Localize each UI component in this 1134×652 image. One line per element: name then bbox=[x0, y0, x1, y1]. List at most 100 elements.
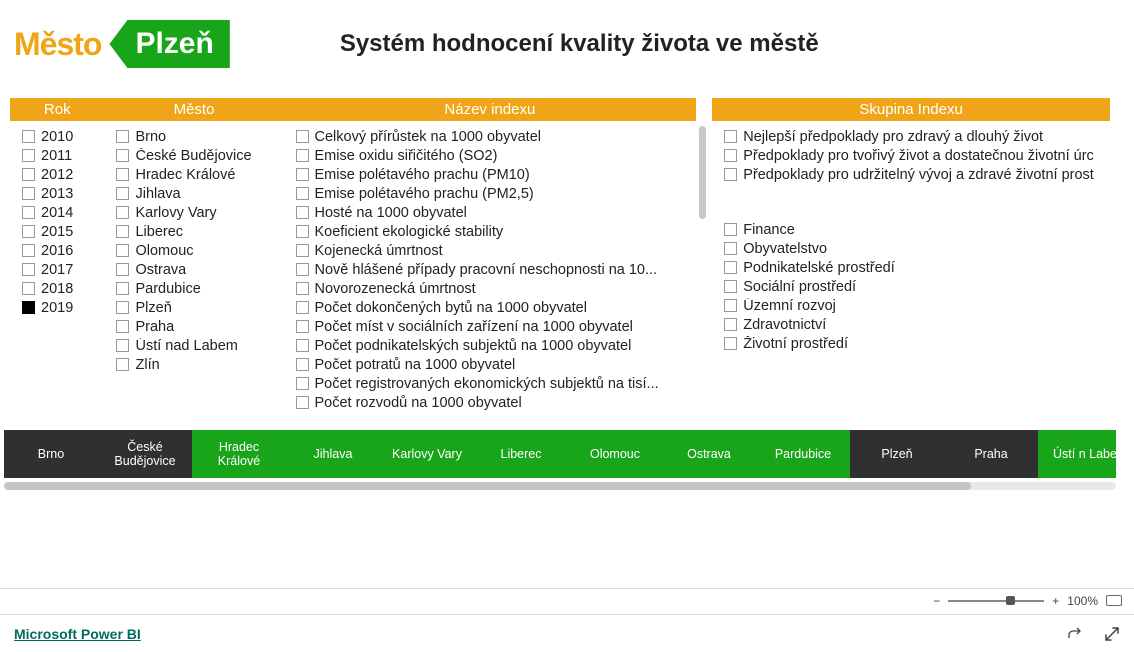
kategorie-item[interactable]: Sociální prostředí bbox=[724, 277, 1110, 296]
checkbox[interactable] bbox=[724, 168, 737, 181]
checkbox[interactable] bbox=[296, 301, 309, 314]
mesto-item[interactable]: Praha bbox=[116, 317, 283, 336]
checkbox[interactable] bbox=[22, 282, 35, 295]
checkbox[interactable] bbox=[724, 337, 737, 350]
nazev-item[interactable]: Počet rozvodů na 1000 obyvatel bbox=[296, 393, 697, 412]
mesto-item[interactable]: Ústí nad Labem bbox=[116, 336, 283, 355]
checkbox[interactable] bbox=[296, 244, 309, 257]
horizontal-scrollbar[interactable] bbox=[4, 482, 1116, 490]
checkbox[interactable] bbox=[724, 318, 737, 331]
checkbox[interactable] bbox=[22, 187, 35, 200]
mesto-item[interactable]: Hradec Králové bbox=[116, 165, 283, 184]
checkbox[interactable] bbox=[724, 223, 737, 236]
checkbox[interactable] bbox=[296, 263, 309, 276]
checkbox[interactable] bbox=[116, 339, 129, 352]
checkbox[interactable] bbox=[22, 149, 35, 162]
checkbox[interactable] bbox=[116, 244, 129, 257]
mesto-item[interactable]: Plzeň bbox=[116, 298, 283, 317]
rok-item[interactable]: 2013 bbox=[22, 184, 104, 203]
fullscreen-icon[interactable] bbox=[1104, 626, 1120, 642]
zoom-slider[interactable] bbox=[948, 600, 1044, 602]
city-tab[interactable]: Liberec bbox=[474, 430, 568, 478]
kategorie-item[interactable]: Územní rozvoj bbox=[724, 296, 1110, 315]
kategorie-item[interactable]: Obyvatelstvo bbox=[724, 239, 1110, 258]
checkbox[interactable] bbox=[22, 130, 35, 143]
nazev-item[interactable]: Počet registrovaných ekonomických subjek… bbox=[296, 374, 697, 393]
zoom-slider-thumb[interactable] bbox=[1006, 596, 1015, 605]
nazev-item[interactable]: Nově hlášené případy pracovní neschopnos… bbox=[296, 260, 697, 279]
mesto-item[interactable]: České Budějovice bbox=[116, 146, 283, 165]
checkbox[interactable] bbox=[296, 168, 309, 181]
mesto-item[interactable]: Pardubice bbox=[116, 279, 283, 298]
checkbox[interactable] bbox=[22, 206, 35, 219]
mesto-item[interactable]: Jihlava bbox=[116, 184, 283, 203]
checkbox[interactable] bbox=[296, 339, 309, 352]
powerbi-link[interactable]: Microsoft Power BI bbox=[14, 626, 141, 642]
checkbox[interactable] bbox=[296, 358, 309, 371]
city-tab[interactable]: České Budějovice bbox=[98, 430, 192, 478]
rok-item[interactable]: 2019 bbox=[22, 298, 104, 317]
rok-item[interactable]: 2015 bbox=[22, 222, 104, 241]
nazev-item[interactable]: Emise oxidu siřičitého (SO2) bbox=[296, 146, 697, 165]
checkbox[interactable] bbox=[724, 299, 737, 312]
nazev-item[interactable]: Počet dokončených bytů na 1000 obyvatel bbox=[296, 298, 697, 317]
rok-item[interactable]: 2011 bbox=[22, 146, 104, 165]
rok-item[interactable]: 2012 bbox=[22, 165, 104, 184]
checkbox[interactable] bbox=[116, 225, 129, 238]
city-tab[interactable]: Karlovy Vary bbox=[380, 430, 474, 478]
zoom-out-button[interactable]: − bbox=[933, 594, 940, 608]
kategorie-item[interactable]: Životní prostředí bbox=[724, 334, 1110, 353]
kategorie-item[interactable]: Zdravotnictví bbox=[724, 315, 1110, 334]
mesto-item[interactable]: Ostrava bbox=[116, 260, 283, 279]
horizontal-scrollbar-thumb[interactable] bbox=[4, 482, 971, 490]
checkbox[interactable] bbox=[296, 282, 309, 295]
checkbox[interactable] bbox=[116, 187, 129, 200]
checkbox[interactable] bbox=[296, 130, 309, 143]
city-tab[interactable]: Olomouc bbox=[568, 430, 662, 478]
checkbox[interactable] bbox=[22, 225, 35, 238]
checkbox[interactable] bbox=[724, 261, 737, 274]
kategorie-item[interactable]: Finance bbox=[724, 220, 1110, 239]
rok-item[interactable]: 2016 bbox=[22, 241, 104, 260]
nazev-item[interactable]: Novorozenecká úmrtnost bbox=[296, 279, 697, 298]
skupina-item[interactable]: Nejlepší předpoklady pro zdravý a dlouhý… bbox=[724, 127, 1110, 146]
nazev-item[interactable]: Emise polétavého prachu (PM10) bbox=[296, 165, 697, 184]
share-icon[interactable] bbox=[1066, 626, 1082, 642]
mesto-item[interactable]: Brno bbox=[116, 127, 283, 146]
checkbox[interactable] bbox=[22, 301, 35, 314]
city-tab[interactable]: Ostrava bbox=[662, 430, 756, 478]
main-scroll-container[interactable]: Město Plzeň Systém hodnocení kvality živ… bbox=[0, 0, 1120, 586]
nazev-item[interactable]: Počet potratů na 1000 obyvatel bbox=[296, 355, 697, 374]
checkbox[interactable] bbox=[116, 320, 129, 333]
checkbox[interactable] bbox=[296, 320, 309, 333]
kategorie-item[interactable]: Podnikatelské prostředí bbox=[724, 258, 1110, 277]
city-tab[interactable]: Plzeň bbox=[850, 430, 944, 478]
nazev-item[interactable]: Kojenecká úmrtnost bbox=[296, 241, 697, 260]
rok-item[interactable]: 2014 bbox=[22, 203, 104, 222]
checkbox[interactable] bbox=[22, 244, 35, 257]
fit-to-page-icon[interactable] bbox=[1106, 595, 1122, 606]
checkbox[interactable] bbox=[22, 168, 35, 181]
mesto-item[interactable]: Liberec bbox=[116, 222, 283, 241]
checkbox[interactable] bbox=[116, 282, 129, 295]
city-tab[interactable]: Brno bbox=[4, 430, 98, 478]
checkbox[interactable] bbox=[724, 149, 737, 162]
city-tab[interactable]: Praha bbox=[944, 430, 1038, 478]
checkbox[interactable] bbox=[116, 149, 129, 162]
nazev-scrollbar[interactable] bbox=[699, 126, 706, 219]
nazev-item[interactable]: Koeficient ekologické stability bbox=[296, 222, 697, 241]
checkbox[interactable] bbox=[116, 263, 129, 276]
skupina-item[interactable]: Předpoklady pro tvořivý život a dostateč… bbox=[724, 146, 1110, 165]
nazev-item[interactable]: Počet míst v sociálních zařízení na 1000… bbox=[296, 317, 697, 336]
checkbox[interactable] bbox=[296, 206, 309, 219]
city-tab[interactable]: Hradec Králové bbox=[192, 430, 286, 478]
city-tab[interactable]: Ústí n Labe bbox=[1038, 430, 1116, 478]
nazev-item[interactable]: Hosté na 1000 obyvatel bbox=[296, 203, 697, 222]
rok-item[interactable]: 2018 bbox=[22, 279, 104, 298]
nazev-item[interactable]: Celkový přírůstek na 1000 obyvatel bbox=[296, 127, 697, 146]
rok-item[interactable]: 2010 bbox=[22, 127, 104, 146]
mesto-item[interactable]: Zlín bbox=[116, 355, 283, 374]
checkbox[interactable] bbox=[296, 396, 309, 409]
checkbox[interactable] bbox=[296, 225, 309, 238]
checkbox[interactable] bbox=[724, 130, 737, 143]
